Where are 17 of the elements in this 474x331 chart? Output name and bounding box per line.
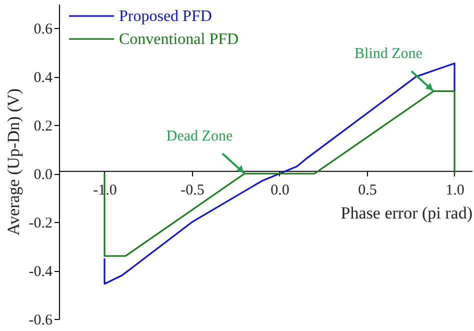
annotation: Blind Zone bbox=[354, 46, 423, 62]
y-tick-label: -0.2 bbox=[28, 216, 52, 232]
x-axis-title: Phase error (pi rad) bbox=[340, 203, 472, 222]
y-tick-label: -0.6 bbox=[28, 312, 53, 328]
y-tick-label: 0.4 bbox=[34, 70, 53, 86]
x-tick-label: -0.5 bbox=[180, 182, 204, 198]
legend-label: Proposed PFD bbox=[119, 8, 212, 25]
y-tick-label: 0.6 bbox=[34, 22, 53, 38]
legend-label: Conventional PFD bbox=[119, 31, 239, 48]
y-tick-label: -0.4 bbox=[28, 264, 53, 280]
x-tick-label: 0.5 bbox=[358, 182, 377, 198]
annotation: Dead Zone bbox=[166, 128, 233, 145]
y-axis-title: Average (Up-Dn) (V) bbox=[4, 88, 23, 236]
x-tick-label: 0.0 bbox=[270, 182, 290, 198]
y-tick-label: 0.0 bbox=[34, 167, 52, 184]
x-tick-label: 1.0 bbox=[446, 182, 464, 198]
y-tick-label: 0.2 bbox=[34, 118, 52, 135]
